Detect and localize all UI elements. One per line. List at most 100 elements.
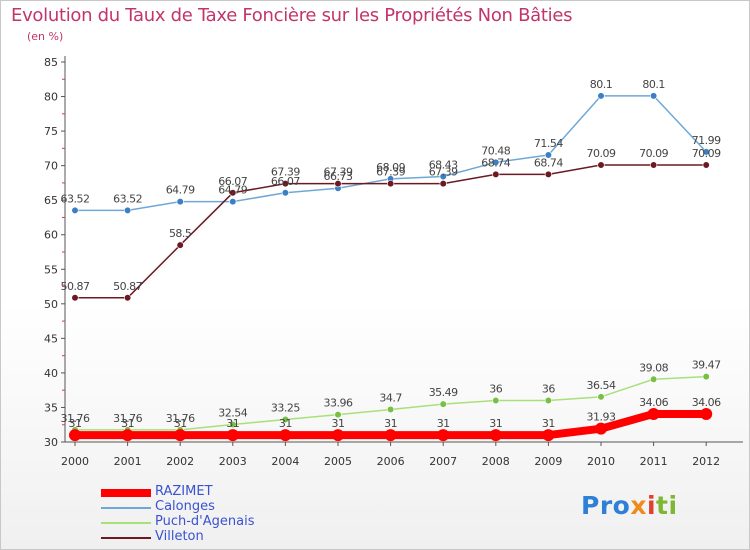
data-label-villeton: 66.07 — [218, 175, 247, 188]
x-tick-label: 2002 — [166, 455, 194, 468]
data-point-villeton — [439, 180, 447, 188]
y-tick-label: 85 — [44, 56, 58, 69]
legend-swatch-villeton — [101, 537, 151, 539]
legend-item-calonges: Calonges — [101, 499, 321, 516]
data-point-puch-d-agenais — [702, 372, 710, 381]
x-tick-label: 2011 — [640, 455, 668, 468]
y-tick-label: 45 — [44, 332, 58, 345]
data-point-villeton — [544, 170, 553, 178]
data-label-villeton: 58.5 — [169, 227, 192, 240]
data-point-villeton — [597, 161, 605, 169]
data-label-razimet: 34.06 — [692, 396, 721, 409]
data-point-razimet — [647, 407, 660, 420]
chart-subtitle: (en %) — [27, 30, 64, 43]
data-label-villeton: 50.87 — [61, 280, 90, 293]
data-label-calonges: 71.54 — [534, 137, 563, 150]
y-tick-label: 65 — [44, 194, 58, 207]
data-label-puch-d-agenais: 36 — [542, 383, 555, 396]
y-tick-label: 35 — [44, 401, 58, 414]
data-point-calonges — [123, 206, 132, 215]
data-point-puch-d-agenais — [281, 415, 290, 424]
logo-part-3: i — [646, 491, 657, 520]
data-label-villeton: 67.39 — [271, 166, 300, 179]
data-label-puch-d-agenais: 31.76 — [61, 412, 90, 425]
chart-title: Evolution du Taux de Taxe Foncière sur l… — [11, 5, 573, 26]
x-tick-label: 2003 — [219, 455, 247, 468]
legend-swatch-calonges — [101, 507, 151, 509]
data-point-calonges — [176, 198, 184, 206]
x-tick-label: 2004 — [271, 455, 299, 468]
data-point-puch-d-agenais — [439, 400, 447, 408]
data-label-razimet: 31 — [489, 417, 502, 430]
y-tick-label: 40 — [44, 367, 58, 380]
data-point-villeton — [229, 189, 237, 197]
data-point-puch-d-agenais — [229, 420, 237, 429]
data-label-puch-d-agenais: 34.7 — [379, 392, 402, 405]
data-point-razimet — [69, 429, 81, 442]
data-point-razimet — [595, 422, 607, 435]
legend-label-razimet: RAZIMET — [155, 484, 213, 499]
data-label-puch-d-agenais: 35.49 — [429, 386, 458, 399]
y-tick-label: 55 — [44, 263, 58, 276]
data-label-puch-d-agenais: 39.47 — [692, 359, 721, 372]
data-point-villeton — [123, 294, 132, 302]
data-label-puch-d-agenais: 36 — [489, 383, 502, 396]
data-label-razimet: 31 — [174, 417, 187, 430]
data-point-calonges — [281, 189, 290, 197]
data-label-puch-d-agenais: 33.25 — [271, 402, 300, 415]
data-point-calonges — [702, 148, 710, 156]
data-label-calonges: 68.43 — [429, 158, 458, 171]
data-point-razimet — [437, 429, 450, 442]
data-label-calonges: 63.52 — [113, 192, 142, 205]
data-point-puch-d-agenais — [387, 405, 395, 414]
data-point-razimet — [121, 429, 134, 442]
data-label-calonges: 80.1 — [642, 78, 665, 91]
data-point-calonges — [492, 158, 500, 166]
data-point-villeton — [649, 161, 658, 169]
data-label-villeton: 70.09 — [692, 147, 721, 160]
data-label-razimet: 31.93 — [587, 411, 616, 424]
legend-label-puch: Puch-d'Agenais — [155, 514, 255, 529]
data-point-razimet — [700, 407, 713, 420]
y-tick-label: 70 — [44, 160, 58, 173]
data-point-villeton — [176, 241, 184, 249]
proxiti-logo: Proxiti — [581, 491, 678, 520]
data-point-calonges — [649, 92, 658, 100]
legend-swatch-razimet — [101, 489, 151, 497]
data-point-calonges — [439, 172, 447, 181]
data-label-calonges: 66.07 — [271, 175, 300, 188]
data-label-puch-d-agenais: 31.76 — [113, 412, 142, 425]
data-label-villeton: 67.39 — [376, 166, 405, 179]
x-tick-label: 2000 — [61, 455, 89, 468]
data-label-razimet: 31 — [121, 417, 134, 430]
data-point-villeton — [492, 170, 500, 178]
data-point-razimet — [542, 429, 555, 442]
data-point-razimet — [226, 429, 239, 442]
x-tick-label: 2006 — [377, 455, 405, 468]
data-point-razimet — [279, 429, 292, 442]
data-label-villeton: 70.09 — [639, 147, 668, 160]
x-tick-label: 2012 — [692, 455, 720, 468]
data-label-villeton: 70.09 — [587, 147, 616, 160]
data-label-razimet: 31 — [69, 417, 82, 430]
y-tick-label: 30 — [44, 436, 58, 449]
y-tick-label: 50 — [44, 298, 58, 311]
data-label-razimet: 31 — [542, 417, 555, 430]
data-label-puch-d-agenais: 36.54 — [587, 379, 616, 392]
data-point-villeton — [334, 180, 342, 188]
data-label-calonges: 66.73 — [324, 170, 353, 183]
legend-label-villeton: Villeton — [155, 529, 204, 544]
logo-part-2: x — [630, 491, 647, 520]
legend-label-calonges: Calonges — [155, 499, 215, 514]
data-label-puch-d-agenais: 33.96 — [324, 397, 353, 410]
data-point-villeton — [702, 161, 710, 169]
data-label-villeton: 67.39 — [429, 166, 458, 179]
data-point-villeton — [281, 180, 290, 188]
y-tick-label: 60 — [44, 229, 58, 242]
data-label-calonges: 70.48 — [481, 144, 510, 157]
data-point-calonges — [229, 198, 237, 206]
x-tick-label: 2008 — [482, 455, 510, 468]
data-point-razimet — [174, 429, 187, 442]
legend-swatch-puch — [101, 522, 151, 524]
